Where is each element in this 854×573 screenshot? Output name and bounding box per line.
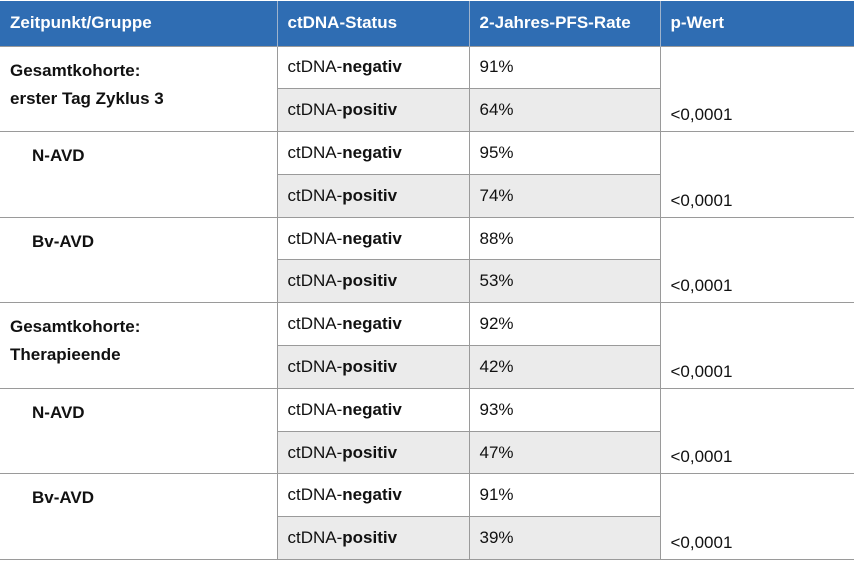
- p-value: <0,0001: [659, 216, 854, 304]
- rate-cell: 42%: [468, 345, 660, 389]
- status-emphasis: positiv: [342, 100, 398, 120]
- group-label-line: Bv-AVD: [32, 231, 95, 251]
- status-prefix: ctDNA-: [287, 271, 343, 291]
- p-value: <0,0001: [659, 45, 854, 133]
- status-prefix: ctDNA-: [287, 485, 343, 505]
- status-prefix: ctDNA-: [287, 528, 343, 548]
- group-label-line: N-AVD: [32, 146, 85, 166]
- status-prefix: ctDNA-: [287, 356, 343, 376]
- group-label: N-AVD: [0, 131, 278, 218]
- table-header: Zeitpunkt/Gruppe ctDNA-Status 2-Jahres-PFS…: [0, 1, 854, 46]
- status-cell: ctDNA-negativ: [276, 387, 470, 432]
- status-emphasis: negativ: [342, 57, 402, 77]
- status-prefix: ctDNA-: [287, 142, 343, 162]
- header-cell: p-Wert: [660, 1, 854, 46]
- status-cell: ctDNA-negativ: [276, 302, 470, 347]
- results-table: Zeitpunkt/Gruppe ctDNA-Status 2-Jahres-PFS…: [0, 1, 854, 561]
- rate-cell: 95%: [468, 131, 661, 175]
- status-emphasis: negativ: [342, 142, 402, 162]
- rate-cell: 74%: [468, 173, 660, 218]
- group-label-line: Gesamtkohorte:: [10, 60, 141, 80]
- table-body: Gesamtkohorte: erster Tag Zyklus 3 ctDNA-n…: [0, 45, 854, 561]
- status-cell: ctDNA-negativ: [276, 45, 470, 90]
- status-prefix: ctDNA-: [287, 314, 343, 334]
- group-label-line: N-AVD: [32, 402, 85, 422]
- status-emphasis: positiv: [342, 442, 398, 462]
- status-emphasis: negativ: [342, 314, 402, 334]
- p-value: <0,0001: [659, 302, 854, 389]
- group-label: N-AVD: [0, 387, 278, 475]
- table-row: Bv-AVD ctDNA-negativ 91% <0,0001: [0, 473, 854, 561]
- group-label-line: Gesamtkohorte:: [10, 317, 141, 337]
- rate-cell: 53%: [468, 259, 660, 304]
- status-emphasis: positiv: [342, 356, 398, 376]
- status-prefix: ctDNA-: [287, 57, 343, 77]
- status-prefix: ctDNA-: [287, 399, 343, 419]
- p-value: <0,0001: [659, 473, 854, 561]
- table-row: N-AVD ctDNA-negativ 93% <0,0001: [0, 387, 854, 475]
- group-label-line: erster Tag Zyklus 3: [10, 88, 164, 108]
- status-emphasis: negativ: [342, 228, 402, 248]
- rate-cell: 64%: [468, 88, 660, 133]
- status-emphasis: negativ: [342, 485, 402, 505]
- table-row: Gesamtkohorte: erster Tag Zyklus 3 ctDNA-n…: [0, 45, 854, 133]
- rate-cell: 39%: [468, 516, 660, 561]
- table-row: ctDNA-positiv 47%: [0, 430, 854, 475]
- status-emphasis: negativ: [342, 399, 402, 419]
- rate-cell: 88%: [468, 216, 661, 261]
- table-row: ctDNA-positiv 39%: [0, 516, 854, 561]
- status-prefix: ctDNA-: [287, 442, 343, 462]
- status-emphasis: positiv: [342, 185, 398, 205]
- status-cell: ctDNA-positiv: [277, 516, 470, 561]
- rate-cell: 92%: [468, 302, 661, 347]
- status-cell: ctDNA-negativ: [276, 216, 470, 261]
- group-label: Bv-AVD: [0, 216, 278, 304]
- group-label: Gesamtkohorte: Therapieende: [0, 302, 278, 389]
- status-emphasis: positiv: [342, 271, 398, 291]
- table-row: ctDNA-positiv 53%: [0, 259, 854, 304]
- group-label: Gesamtkohorte: erster Tag Zyklus 3: [0, 45, 278, 133]
- status-prefix: ctDNA-: [287, 185, 343, 205]
- group-label-line: Bv-AVD: [32, 488, 95, 508]
- status-prefix: ctDNA-: [287, 228, 343, 248]
- status-cell: ctDNA-positiv: [277, 430, 470, 475]
- status-prefix: ctDNA-: [287, 100, 343, 120]
- table-row: N-AVD ctDNA-negativ 95% <0,0001: [0, 131, 854, 218]
- rate-cell: 93%: [468, 387, 661, 432]
- header-cell: 2-Jahres-PFS-Rate: [469, 1, 661, 46]
- rate-cell: 47%: [468, 430, 660, 475]
- rate-cell: 91%: [468, 473, 661, 518]
- status-cell: ctDNA-positiv: [277, 345, 470, 389]
- p-value: <0,0001: [659, 131, 854, 218]
- p-value: <0,0001: [659, 387, 854, 475]
- table-row: ctDNA-positiv 42%: [0, 345, 854, 389]
- status-emphasis: positiv: [342, 528, 398, 548]
- group-label-line: Therapieende: [10, 345, 121, 365]
- group-label: Bv-AVD: [0, 473, 278, 561]
- status-cell: ctDNA-positiv: [277, 259, 470, 304]
- status-cell: ctDNA-positiv: [277, 173, 470, 218]
- header-cell: ctDNA-Status: [277, 1, 470, 46]
- header-row: Zeitpunkt/Gruppe ctDNA-Status 2-Jahres-PFS…: [0, 1, 854, 46]
- table-row: Bv-AVD ctDNA-negativ 88% <0,0001: [0, 216, 854, 304]
- status-cell: ctDNA-positiv: [277, 88, 470, 133]
- table-row: Gesamtkohorte: Therapieende ctDNA-negativ 9…: [0, 302, 854, 389]
- status-cell: ctDNA-negativ: [276, 131, 470, 175]
- status-cell: ctDNA-negativ: [276, 473, 470, 518]
- header-cell: Zeitpunkt/Gruppe: [0, 1, 278, 46]
- rate-cell: 91%: [468, 45, 661, 90]
